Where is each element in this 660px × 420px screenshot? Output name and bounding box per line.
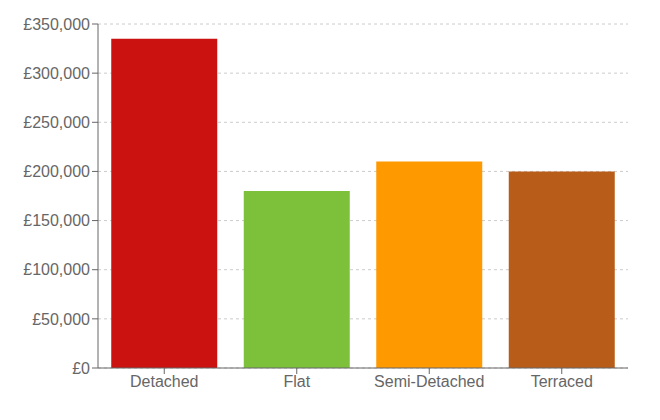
svg-text:£100,000: £100,000 xyxy=(23,261,90,278)
svg-text:£0: £0 xyxy=(72,360,90,377)
svg-text:£200,000: £200,000 xyxy=(23,163,90,180)
svg-text:Flat: Flat xyxy=(283,373,310,390)
svg-text:£350,000: £350,000 xyxy=(23,16,90,33)
svg-text:£50,000: £50,000 xyxy=(32,311,90,328)
svg-text:Terraced: Terraced xyxy=(531,373,593,390)
svg-text:Semi-Detached: Semi-Detached xyxy=(374,373,484,390)
svg-text:£250,000: £250,000 xyxy=(23,114,90,131)
svg-text:£150,000: £150,000 xyxy=(23,212,90,229)
svg-text:Detached: Detached xyxy=(130,373,199,390)
svg-text:£300,000: £300,000 xyxy=(23,65,90,82)
